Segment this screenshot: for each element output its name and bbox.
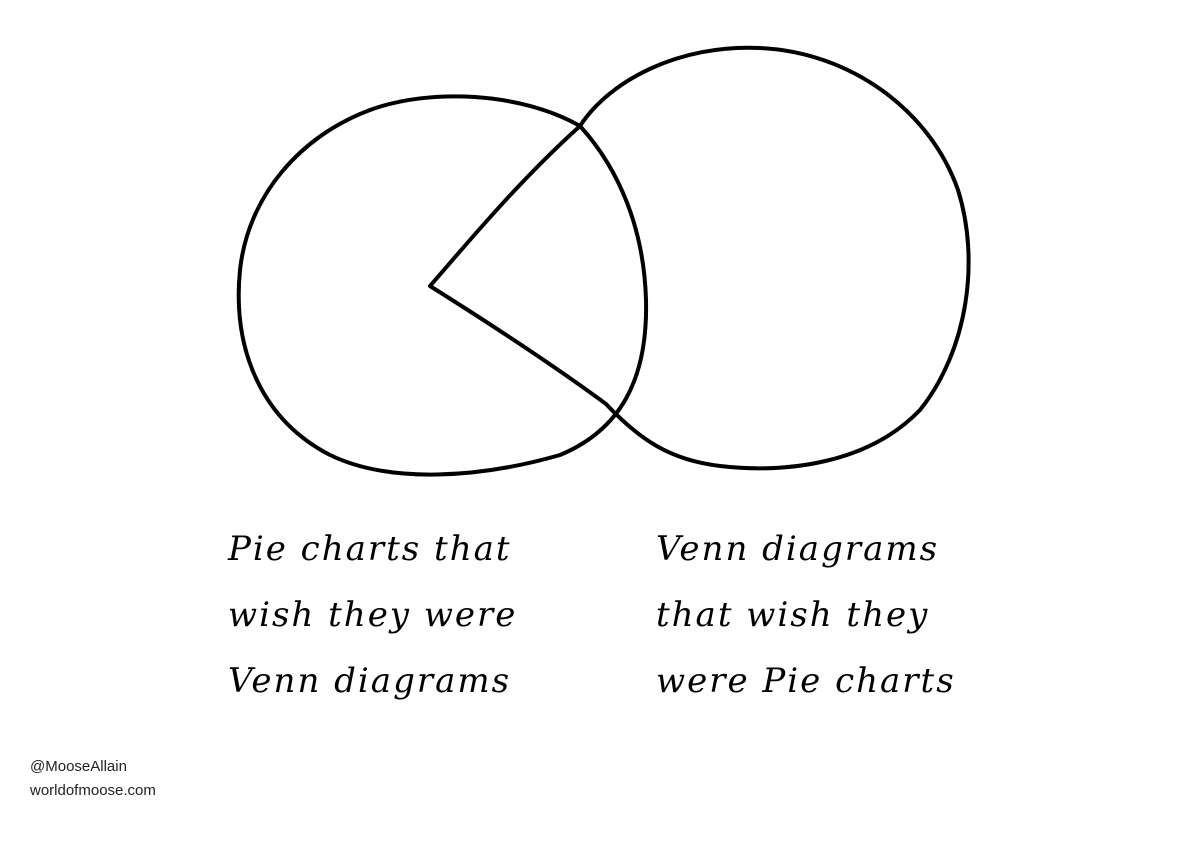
- credit-handle: @MooseAllain: [30, 758, 127, 775]
- venn-circle: [428, 45, 971, 471]
- credit-site: worldofmoose.com: [30, 782, 156, 799]
- caption-left-line-2: wish they were: [228, 595, 518, 635]
- caption-right-line-1: Venn diagrams: [656, 529, 940, 569]
- caption-right-line-3: were Pie charts: [656, 661, 956, 701]
- caption-right: Venn diagrams that wish they were Pie ch…: [656, 516, 1036, 714]
- pie-chart-circle: [236, 94, 649, 477]
- caption-right-line-2: that wish they: [656, 595, 930, 635]
- caption-left-line-1: Pie charts that: [228, 529, 512, 569]
- caption-left-line-3: Venn diagrams: [228, 661, 512, 701]
- caption-left: Pie charts that wish they were Venn diag…: [228, 516, 608, 714]
